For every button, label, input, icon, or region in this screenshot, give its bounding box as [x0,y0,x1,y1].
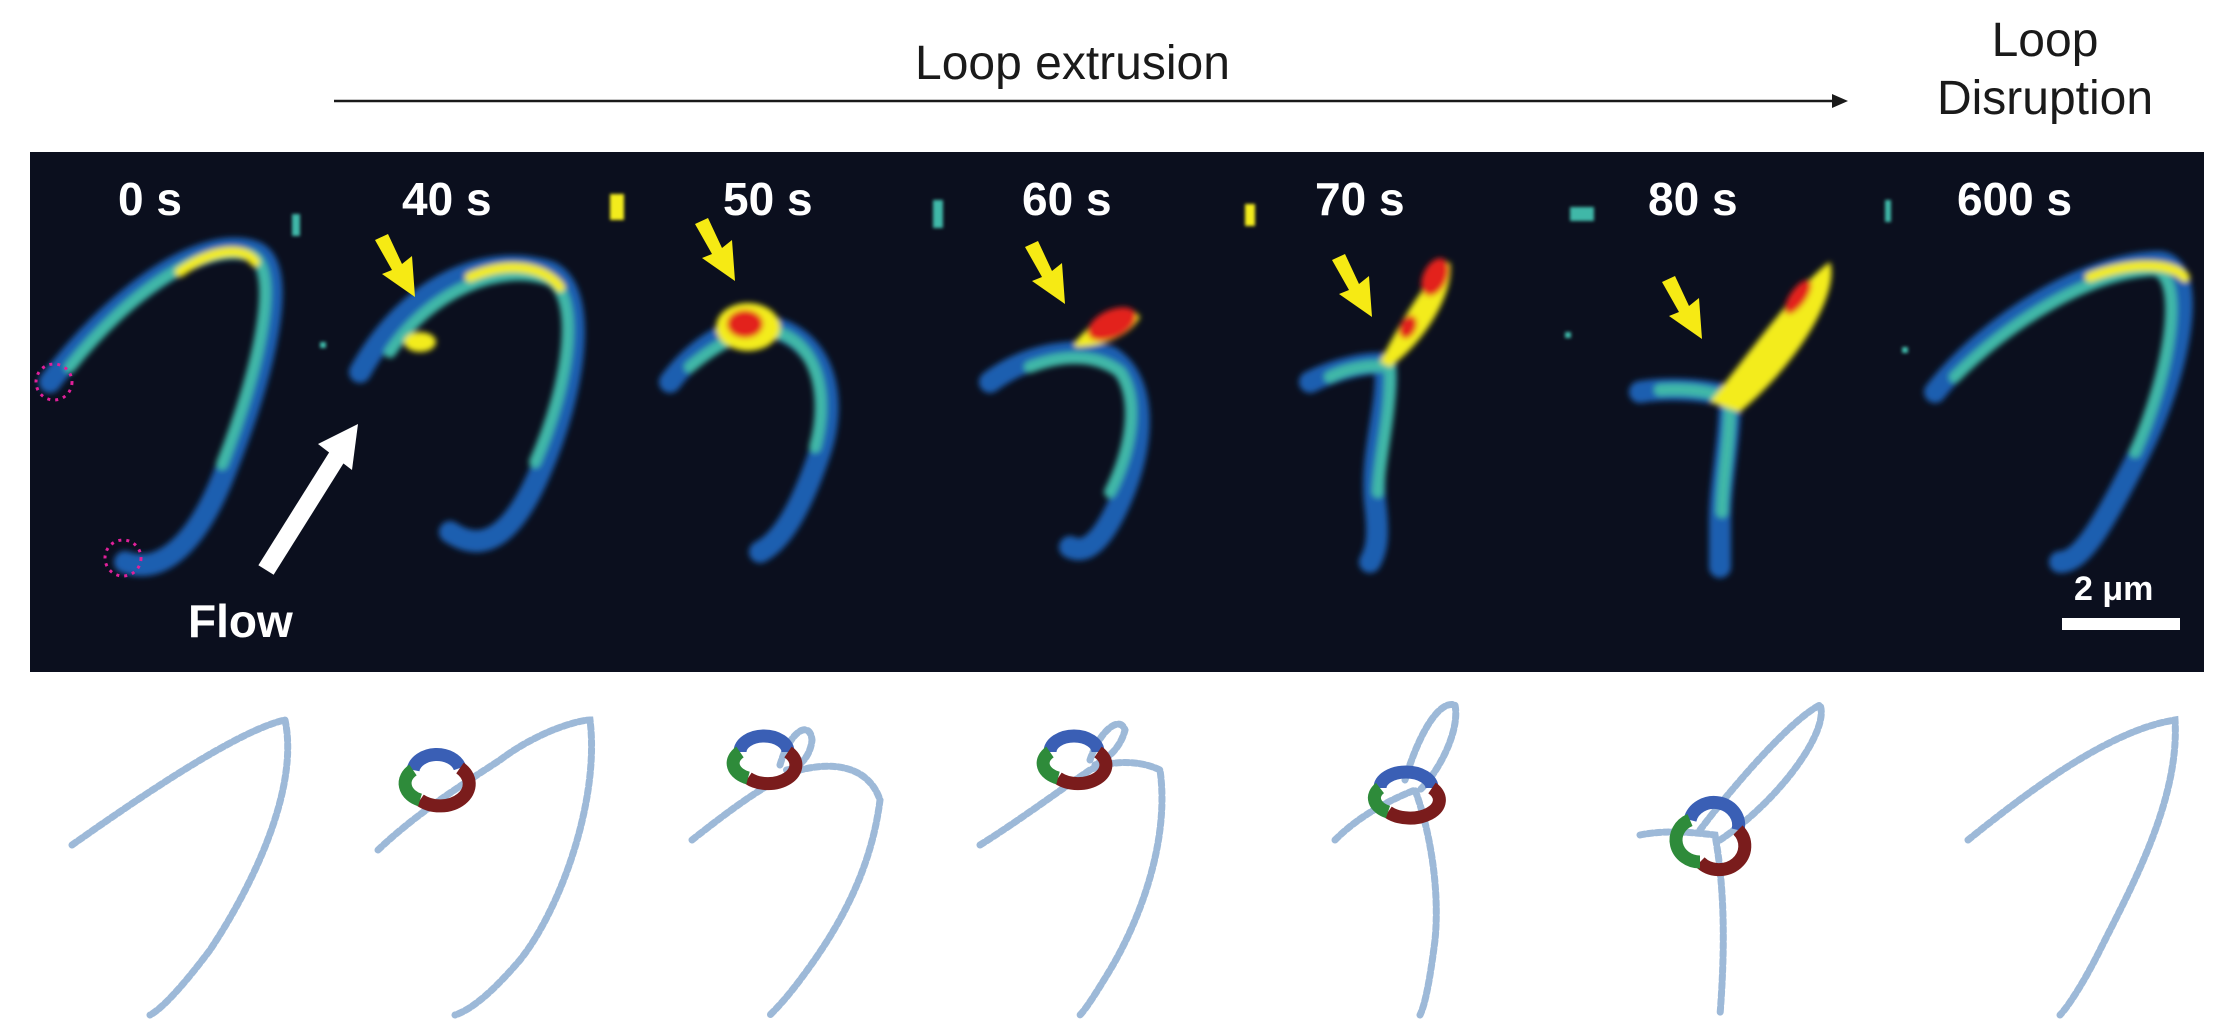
condensin-ring-icon [398,748,476,813]
cartoon-dna-70s-loop [1401,701,1460,794]
timepoint-label-60s: 60 s [1022,173,1112,225]
scale-bar-label: 2 μm [2074,570,2154,608]
flow-arrow-icon [258,424,358,575]
frame-80s-dna [1629,262,1832,578]
loop-disruption-line2: Disruption [1936,72,2154,125]
tether-circle-icon [103,538,143,578]
condensin-ring-icon [1036,729,1113,791]
fluorescence-image [34,194,2193,578]
extrusion-timeline-arrow [334,94,1848,108]
yellow-arrow-icon [1662,276,1702,339]
frame-60s-dna [979,307,1150,561]
yellow-arrow-icon [695,218,735,281]
cartoon-dna-60s [976,759,1166,1019]
background-specks [292,194,1908,353]
timepoint-label-70s: 70 s [1315,173,1405,225]
loop-disruption-line1: Loop [1991,14,2099,67]
scale-bar [2062,618,2180,630]
cartoon-dna-80s-loop [1696,700,1825,844]
cartoon-dna-0s [68,715,292,1019]
condensin-ring-icon [726,729,803,791]
cartoon-dna-80s [1636,828,1727,1019]
frame-0s-dna [39,237,283,576]
yellow-arrow-icon [1332,254,1372,317]
condensin-ring-icon [1669,795,1752,877]
tether-circle-icon [34,362,74,402]
loop-extrusion-label: Loop extrusion [915,37,1230,90]
cartoon-dna-70s [1331,785,1440,1019]
yellow-arrow-icon [375,234,415,297]
yellow-arrow-icon [1025,241,1065,304]
frame-40s-dna [349,255,585,552]
timepoint-label-40s: 40 s [402,173,492,225]
frame-50s-dna [659,303,839,563]
frame-70s-dna [1299,258,1451,573]
timepoint-label-600s: 600 s [1957,173,2073,225]
schematic-cartoons [68,700,2179,1019]
cartoon-dna-600s [1964,715,2179,1019]
condensin-ring-icon [1367,765,1446,825]
timepoint-label-50s: 50 s [723,173,813,225]
cartoon-dna-50s [688,762,884,1019]
microscopy-panel: 0 s 40 s 50 s 60 s 70 s 80 s 600 s Flow … [30,152,2204,672]
frame-600s-dna [1924,250,2193,573]
loop-disruption-label: Loop Disruption [1920,12,2170,128]
timepoint-label-80s: 80 s [1648,173,1738,225]
flow-label: Flow [188,595,293,647]
timepoint-label-0s: 0 s [118,173,182,225]
yellow-arrows [375,218,1702,339]
